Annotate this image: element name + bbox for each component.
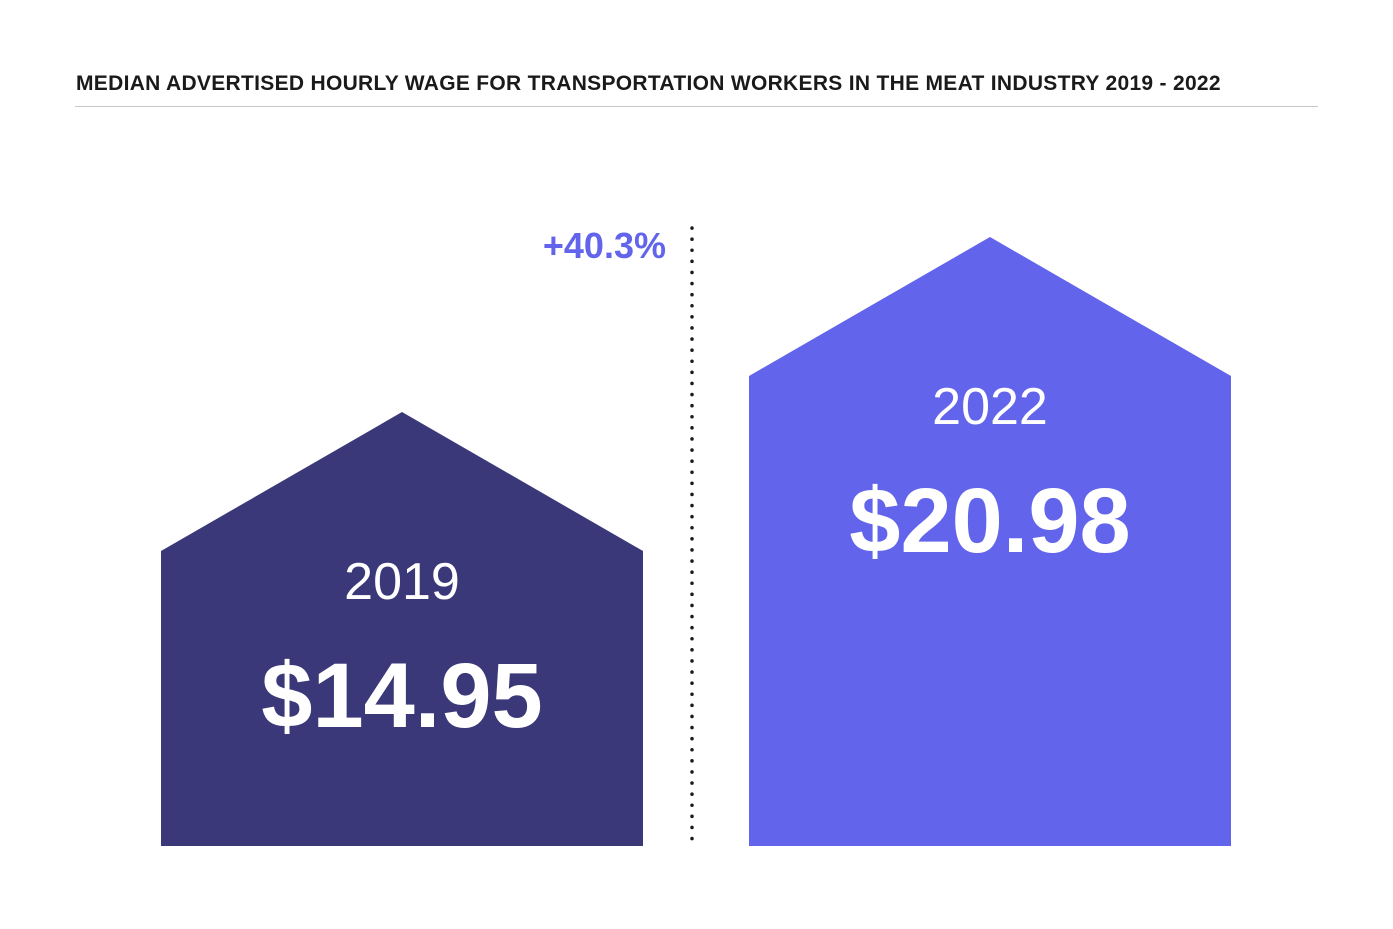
- bar-2022: [749, 237, 1231, 846]
- bar-2019: [161, 412, 643, 846]
- category-label-2022: 2022: [932, 378, 1048, 436]
- title-divider: [75, 106, 1318, 107]
- chart-title: MEDIAN ADVERTISED HOURLY WAGE FOR TRANSP…: [76, 72, 1221, 95]
- value-label-2019: $14.95: [261, 645, 542, 747]
- percent-change-label: +40.3%: [543, 225, 666, 266]
- value-label-2022: $20.98: [849, 470, 1130, 572]
- category-label-2019: 2019: [344, 553, 460, 611]
